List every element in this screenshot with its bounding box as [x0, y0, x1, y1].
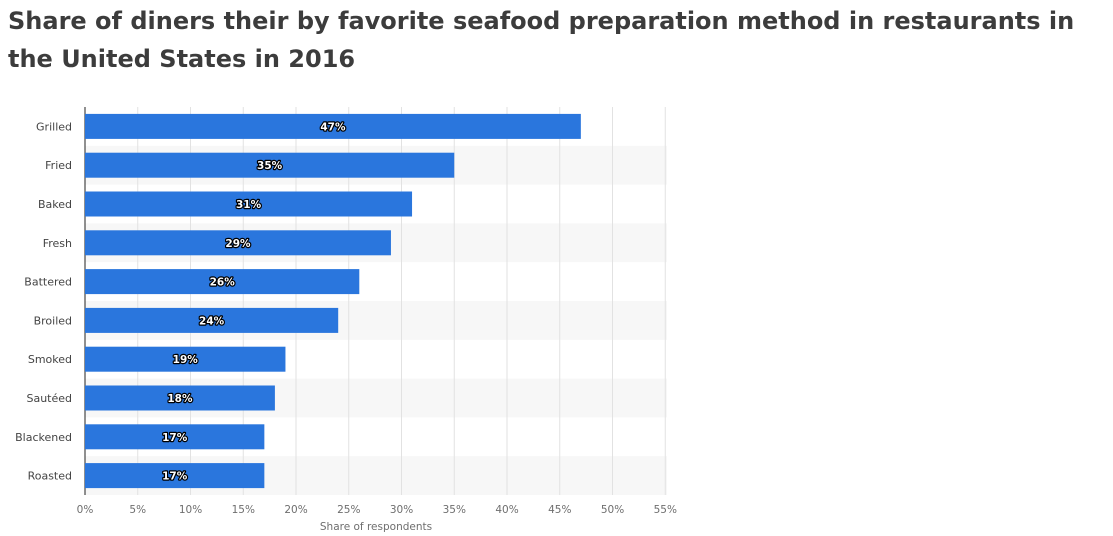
bar[interactable] [85, 385, 275, 411]
category-label: Battered [24, 276, 72, 289]
x-tick-label: 45% [548, 504, 571, 516]
data-label: 31% [236, 199, 262, 211]
data-label: 24% [199, 315, 225, 327]
category-label: Smoked [28, 353, 72, 366]
x-tick-label: 30% [390, 504, 413, 516]
bar[interactable] [85, 113, 581, 139]
x-tick-label: 55% [654, 504, 677, 516]
bar[interactable] [85, 269, 360, 295]
category-label: Fresh [43, 237, 72, 250]
x-tick-label: 40% [495, 504, 518, 516]
category-label: Fried [45, 159, 72, 172]
x-tick-label: 0% [77, 504, 94, 516]
category-label: Sautéed [26, 392, 72, 405]
x-tick-label: 35% [443, 504, 466, 516]
bars [85, 113, 581, 489]
x-tick-label: 5% [129, 504, 146, 516]
x-tick-label: 20% [284, 504, 307, 516]
bar[interactable] [85, 230, 391, 256]
category-label: Grilled [36, 120, 72, 133]
bar[interactable] [85, 191, 413, 217]
data-label: 26% [210, 277, 236, 289]
category-label: Baked [38, 198, 72, 211]
data-label: 29% [225, 238, 251, 250]
data-label: 18% [167, 393, 193, 405]
data-label: 17% [162, 432, 188, 444]
bar[interactable] [85, 152, 455, 178]
data-label: 35% [257, 160, 283, 172]
bar[interactable] [85, 346, 286, 372]
x-tick-label: 50% [601, 504, 624, 516]
x-tick-label: 10% [179, 504, 202, 516]
x-tick-label: 25% [337, 504, 360, 516]
category-labels: Grilled Fried Baked Fresh Battered Broiled Smo… [15, 120, 72, 482]
data-label: 17% [162, 471, 188, 483]
x-axis-title: Share of respondents [320, 521, 432, 533]
bar[interactable] [85, 307, 339, 333]
data-label: 19% [173, 354, 199, 366]
data-labels: 47% 35% 31% 29% 26% 24% 19% 18% 17% 17% [161, 120, 347, 484]
chart-title: Share of diners their by favorite seafoo… [8, 7, 1075, 73]
data-label: 47% [320, 121, 346, 133]
x-tick-labels: 0% 5% 10% 15% 20% 25% 30% 35% 40% 45% 50% 55% [77, 504, 677, 516]
x-tick-label: 15% [232, 504, 255, 516]
bar[interactable] [85, 463, 265, 489]
category-label: Broiled [34, 314, 72, 327]
bar[interactable] [85, 424, 265, 450]
category-label: Blackened [15, 431, 72, 444]
category-label: Roasted [28, 470, 72, 483]
